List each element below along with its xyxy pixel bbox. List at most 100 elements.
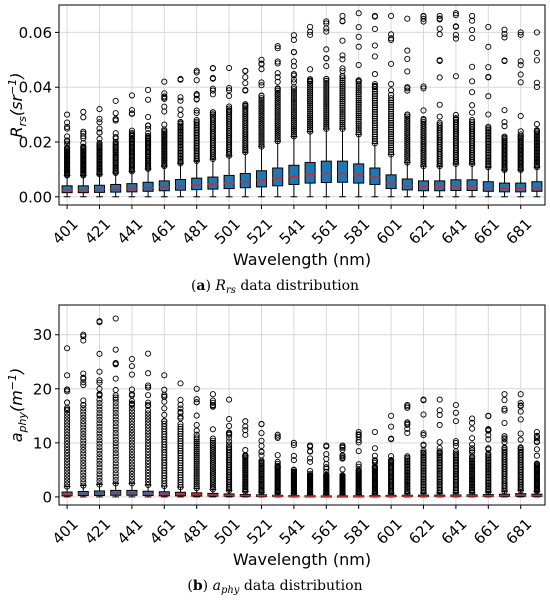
outlier-point [226,103,233,110]
outlier-point [112,110,119,117]
y-tick-label: 30 [33,326,52,344]
outlier-point [371,53,378,60]
outlier-point [274,103,281,110]
box-511 [239,418,251,498]
outlier-point [226,87,233,94]
outlier-point [355,437,362,444]
box-iqr [336,160,349,183]
outlier-point [517,444,524,451]
outlier-point [404,155,411,162]
outlier-point [64,416,71,423]
outlier-point [64,111,71,118]
outlier-point [112,470,119,477]
outlier-point [258,104,265,111]
outlier-point [290,103,297,110]
outlier-point [388,35,395,42]
outlier-point [193,450,200,457]
box-631 [434,396,446,498]
outlier-point [209,113,216,120]
box-541 [288,32,300,198]
outlier-point [274,130,281,137]
outlier-point [323,46,330,53]
outlier-point [145,458,152,465]
outlier-point [388,126,395,133]
outlier-point [404,136,411,143]
outlier-point [323,91,330,98]
outlier-point [290,107,297,114]
outlier-point [112,460,119,467]
outlier-point [145,122,152,129]
outlier-point [371,106,378,113]
outlier-point [209,397,216,404]
outlier-point [128,433,135,440]
outlier-point [501,119,508,126]
outlier-point [485,23,492,30]
box-481 [191,67,203,198]
outlier-point [145,437,152,444]
outlier-point [112,116,119,123]
outlier-point [355,95,362,102]
outlier-point [355,91,362,98]
box-iqr [515,182,527,193]
outlier-point [355,431,362,438]
outlier-point [307,122,314,129]
outlier-point [112,133,119,141]
box-iqr [434,180,446,192]
box-491 [207,64,219,198]
outlier-point [452,401,459,409]
outlier-point [501,133,508,140]
outlier-point [128,436,135,443]
outlier-point [290,79,297,86]
outlier-point [96,406,103,413]
outlier-point [404,144,411,151]
outlier-point [388,458,395,465]
outlier-point [128,448,135,456]
outlier-point [452,118,459,125]
box-431 [110,315,122,498]
box-431 [110,97,122,198]
outlier-point [258,452,265,459]
outlier-point [469,118,476,125]
outlier-point [64,410,71,417]
outlier-point [209,74,216,82]
outlier-point [80,437,87,444]
outlier-point [517,430,524,437]
outlier-point [355,110,362,117]
box-441 [126,92,138,198]
outlier-point [80,401,87,408]
outlier-point [371,97,378,104]
outlier-point [533,57,540,64]
outlier-point [64,388,71,395]
outlier-point [242,67,249,74]
outlier-point [274,107,281,114]
outlier-point [388,104,395,111]
outlier-point [371,25,378,32]
outlier-point [145,422,152,429]
outlier-point [96,385,103,392]
outlier-point [177,380,184,387]
outlier-point [339,104,346,111]
outlier-point [307,76,314,83]
box-iqr [320,160,332,184]
box-491 [207,391,219,498]
outlier-point [64,125,71,132]
box-611 [401,15,413,198]
outlier-point [339,90,346,97]
outlier-point [145,384,152,391]
y-axis-label: aphy(m−1) [6,368,29,443]
outlier-point [339,94,346,101]
box-531 [272,431,284,498]
outlier-point [307,96,314,103]
outlier-point [64,450,71,457]
outlier-point [209,85,216,92]
outlier-point [404,142,411,149]
outlier-point [193,109,200,117]
outlier-point [161,103,168,110]
outlier-point [258,108,265,115]
outlier-point [96,413,103,420]
outlier-point [371,95,378,102]
outlier-point [258,131,265,139]
outlier-point [420,120,427,127]
outlier-point [96,141,103,148]
